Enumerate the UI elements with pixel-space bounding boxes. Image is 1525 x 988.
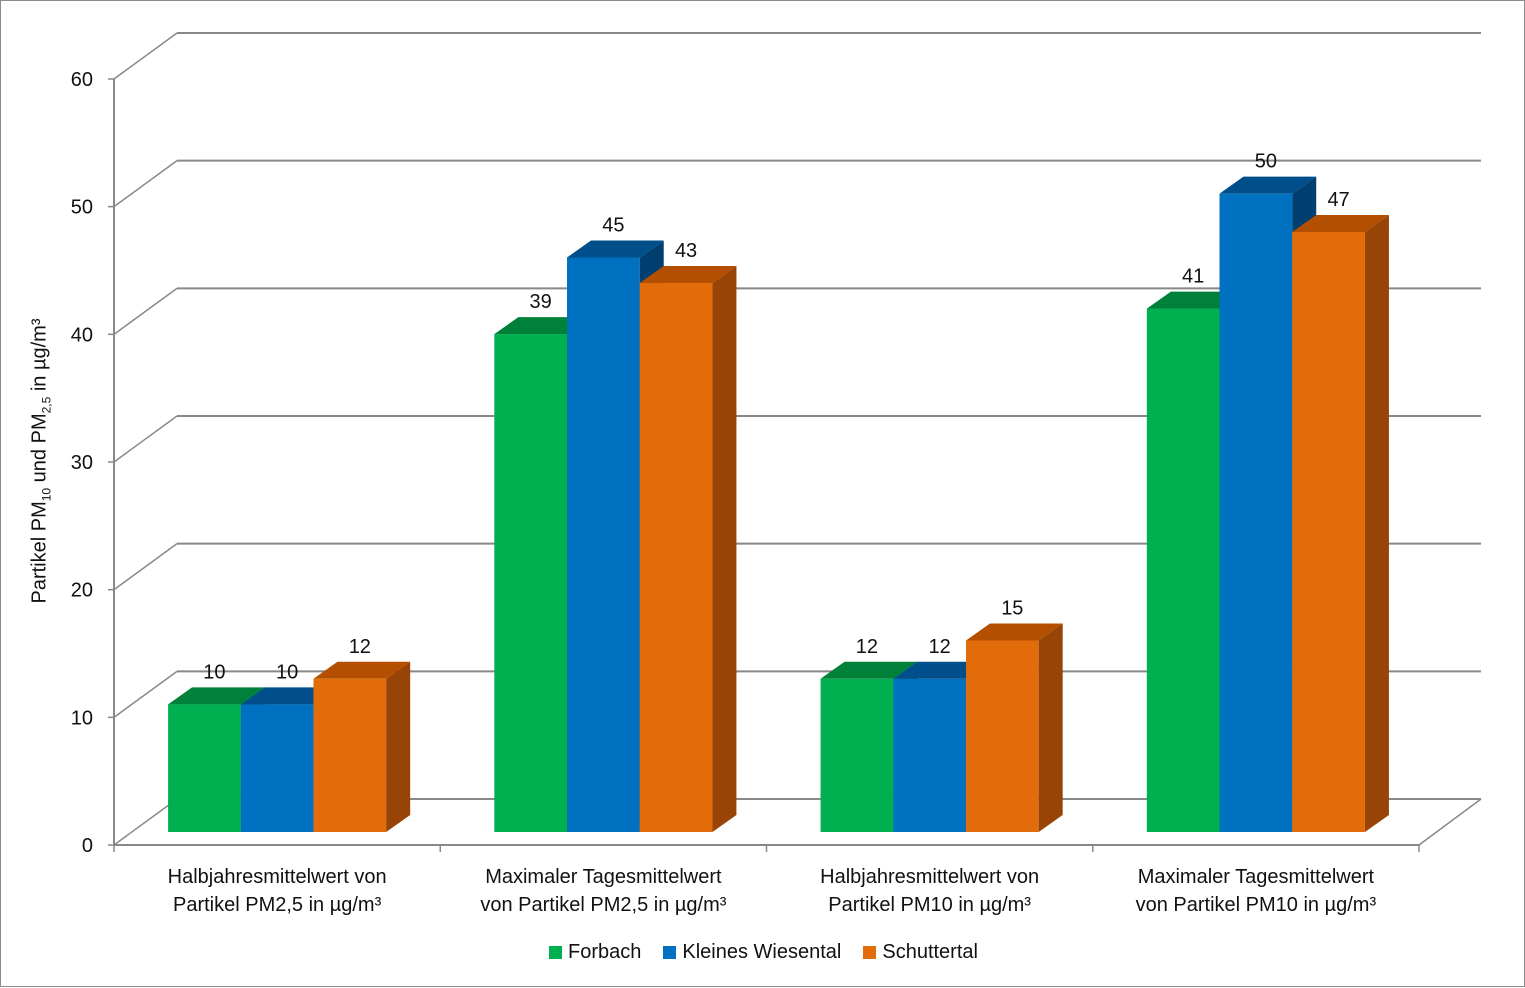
gridline-diagonal <box>113 798 178 846</box>
data-label: 50 <box>1255 151 1277 173</box>
bar-side <box>386 661 411 832</box>
legend-item: Schuttertal <box>863 941 978 964</box>
gridline-diagonal <box>113 670 178 718</box>
bar-front <box>1292 231 1365 832</box>
data-label: 47 <box>1327 189 1349 211</box>
bar-top <box>240 687 338 705</box>
bar-front <box>893 678 966 832</box>
bar-front <box>494 334 568 832</box>
bar-top <box>313 661 411 679</box>
legend-item: Kleines Wiesental <box>663 941 841 964</box>
data-label: 12 <box>929 636 951 658</box>
legend-label: Schuttertal <box>882 941 978 963</box>
legend: Forbach Kleines Wiesental Schuttertal <box>1 941 1525 964</box>
data-label: 10 <box>276 661 298 683</box>
y-tick-label: 10 <box>71 707 93 729</box>
bar-front <box>639 283 713 832</box>
bar-front <box>820 678 894 832</box>
bar-top <box>567 240 664 258</box>
legend-swatch <box>549 946 563 959</box>
data-label: 12 <box>856 636 878 658</box>
data-label: 43 <box>675 240 697 262</box>
legend-swatch <box>663 946 677 959</box>
data-label: 15 <box>1001 598 1023 620</box>
bar-front <box>1219 193 1293 832</box>
bar-side <box>1038 623 1063 832</box>
gridline-diagonal <box>113 415 178 463</box>
bar-top <box>494 317 592 335</box>
bar-top <box>893 661 990 679</box>
bar-front <box>1146 308 1220 833</box>
bar-front <box>313 678 387 832</box>
bar-side <box>712 266 737 832</box>
bar-side <box>1364 214 1389 832</box>
bar-top <box>639 266 737 284</box>
data-label: 12 <box>349 636 371 658</box>
floor-edge <box>1418 798 1482 846</box>
x-tick-label: Maximaler Tagesmittelwert von Partikel PM… <box>1136 866 1377 916</box>
bar-front <box>240 704 314 832</box>
x-tick-label: Halbjahresmittelwert von Partikel PM10 in… <box>820 866 1039 916</box>
bar-front <box>965 640 1039 832</box>
y-tick-label: 30 <box>71 452 93 474</box>
gridline-diagonal <box>113 543 178 591</box>
bar-top <box>1219 176 1317 194</box>
data-label: 10 <box>203 661 225 683</box>
x-tick-label: Maximaler Tagesmittelwert von Partikel PM… <box>480 866 726 916</box>
y-tick-label: 60 <box>71 69 93 91</box>
bar-top <box>1146 291 1244 309</box>
x-tick-label: Halbjahresmittelwert von Partikel PM2,5 i… <box>168 866 387 916</box>
bar-front <box>168 704 241 832</box>
gridline-diagonal <box>113 287 178 335</box>
data-label: 41 <box>1182 266 1204 288</box>
gridline-diagonal <box>113 160 178 208</box>
legend-label: Kleines Wiesental <box>682 941 842 963</box>
y-tick-label: 50 <box>71 197 93 219</box>
data-label: 39 <box>530 291 552 313</box>
bar-top <box>168 687 265 705</box>
bar-top <box>1292 214 1389 232</box>
bar-top <box>820 661 918 679</box>
y-tick-label: 20 <box>71 580 93 602</box>
bar-top <box>965 623 1063 641</box>
gridline-diagonal <box>113 32 178 80</box>
y-axis-title: Partikel PM10 und PM2,5 in µg/m³ <box>28 318 54 604</box>
data-label: 45 <box>602 215 624 237</box>
y-tick-label: 0 <box>82 835 93 857</box>
legend-label: Forbach <box>568 941 642 963</box>
bar-front <box>567 257 640 832</box>
y-tick-label: 40 <box>71 324 93 346</box>
legend-item: Forbach <box>549 941 641 964</box>
legend-swatch <box>863 946 877 959</box>
